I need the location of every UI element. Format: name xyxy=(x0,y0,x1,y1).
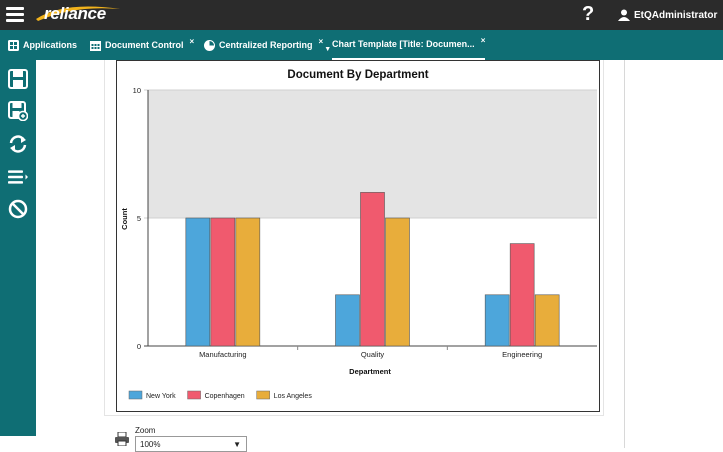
zoom-value: 100% xyxy=(140,440,161,449)
bar-los-angeles xyxy=(385,217,410,347)
chart-container-frame xyxy=(104,60,604,416)
tab-label: Centralized Reporting xyxy=(219,40,313,50)
y-tick-label: 10 xyxy=(133,86,141,95)
chart-panel: Document By Department 0 5 10 Manufacturing… xyxy=(116,60,600,412)
y-axis-label: Count xyxy=(120,208,129,230)
tab-label: Document Control xyxy=(105,40,184,50)
legend-swatch xyxy=(128,390,143,400)
close-icon[interactable]: × xyxy=(480,35,486,45)
x-axis-label: Department xyxy=(349,367,391,376)
bar-new-york xyxy=(335,294,360,347)
legend-label: Los Angeles xyxy=(274,393,313,400)
refresh-icon[interactable] xyxy=(8,134,28,154)
user-icon xyxy=(618,9,630,21)
x-tick-label: Manufacturing xyxy=(199,350,247,359)
reliance-logo: reliance xyxy=(44,4,106,23)
bar-copenhagen xyxy=(360,192,385,347)
chevron-down-icon[interactable]: ▼ xyxy=(324,46,332,53)
chevron-down-icon: ▼ xyxy=(233,440,241,449)
tab-document-control[interactable]: Document Control × xyxy=(90,30,194,60)
bar-los-angeles xyxy=(235,217,261,347)
tab-bar: Applications Document Control × Centrali… xyxy=(0,30,723,60)
x-tick-label: Engineering xyxy=(502,350,542,359)
tab-label: Chart Template [Title: Documen... xyxy=(332,39,475,49)
bar-copenhagen xyxy=(509,243,535,347)
cancel-icon[interactable] xyxy=(8,199,28,219)
user-menu[interactable]: EtQAdministrator ▼ xyxy=(618,7,723,23)
zoom-label: Zoom xyxy=(135,426,156,435)
x-tick-label: Quality xyxy=(361,350,385,359)
reliance-logo-swoosh xyxy=(36,6,120,21)
top-bar: reliance ? EtQAdministrator ▼ xyxy=(0,0,723,30)
tab-centralized-reporting[interactable]: Centralized Reporting × ▼ xyxy=(204,30,331,60)
zoom-select[interactable]: 100% ▼ xyxy=(135,436,247,452)
help-button[interactable]: ? xyxy=(582,3,595,25)
bar-los-angeles xyxy=(534,294,560,347)
calendar-icon xyxy=(90,40,101,51)
tab-label: Applications xyxy=(23,40,78,50)
legend-label: New York xyxy=(146,393,176,400)
legend-swatch xyxy=(187,390,201,400)
dashboard-icon xyxy=(204,39,215,51)
bar-chart: Document By Department 0 5 10 Manufacturing… xyxy=(120,69,597,400)
user-name: EtQAdministrator xyxy=(634,9,718,21)
close-icon[interactable]: × xyxy=(189,36,195,46)
content-divider xyxy=(624,60,625,448)
save-as-icon[interactable] xyxy=(8,101,28,121)
grid-icon xyxy=(8,39,19,51)
legend-swatch xyxy=(256,390,270,400)
save-icon[interactable] xyxy=(8,69,28,89)
action-sidebar xyxy=(0,60,36,436)
tab-chart-template[interactable]: Chart Template [Title: Documen... × xyxy=(332,30,486,60)
tab-applications[interactable]: Applications xyxy=(8,30,77,60)
bar-new-york xyxy=(185,217,211,347)
bar-copenhagen xyxy=(210,217,236,347)
list-menu-icon[interactable] xyxy=(8,167,28,187)
chart-title: Document By Department xyxy=(287,69,428,81)
bar-new-york xyxy=(484,294,510,347)
main-menu-icon[interactable] xyxy=(6,7,24,23)
y-tick-label: 5 xyxy=(137,214,141,223)
legend-label: Copenhagen xyxy=(205,393,245,400)
print-icon[interactable] xyxy=(114,432,130,446)
y-tick-label: 0 xyxy=(137,342,141,351)
close-icon[interactable]: × xyxy=(318,36,324,46)
